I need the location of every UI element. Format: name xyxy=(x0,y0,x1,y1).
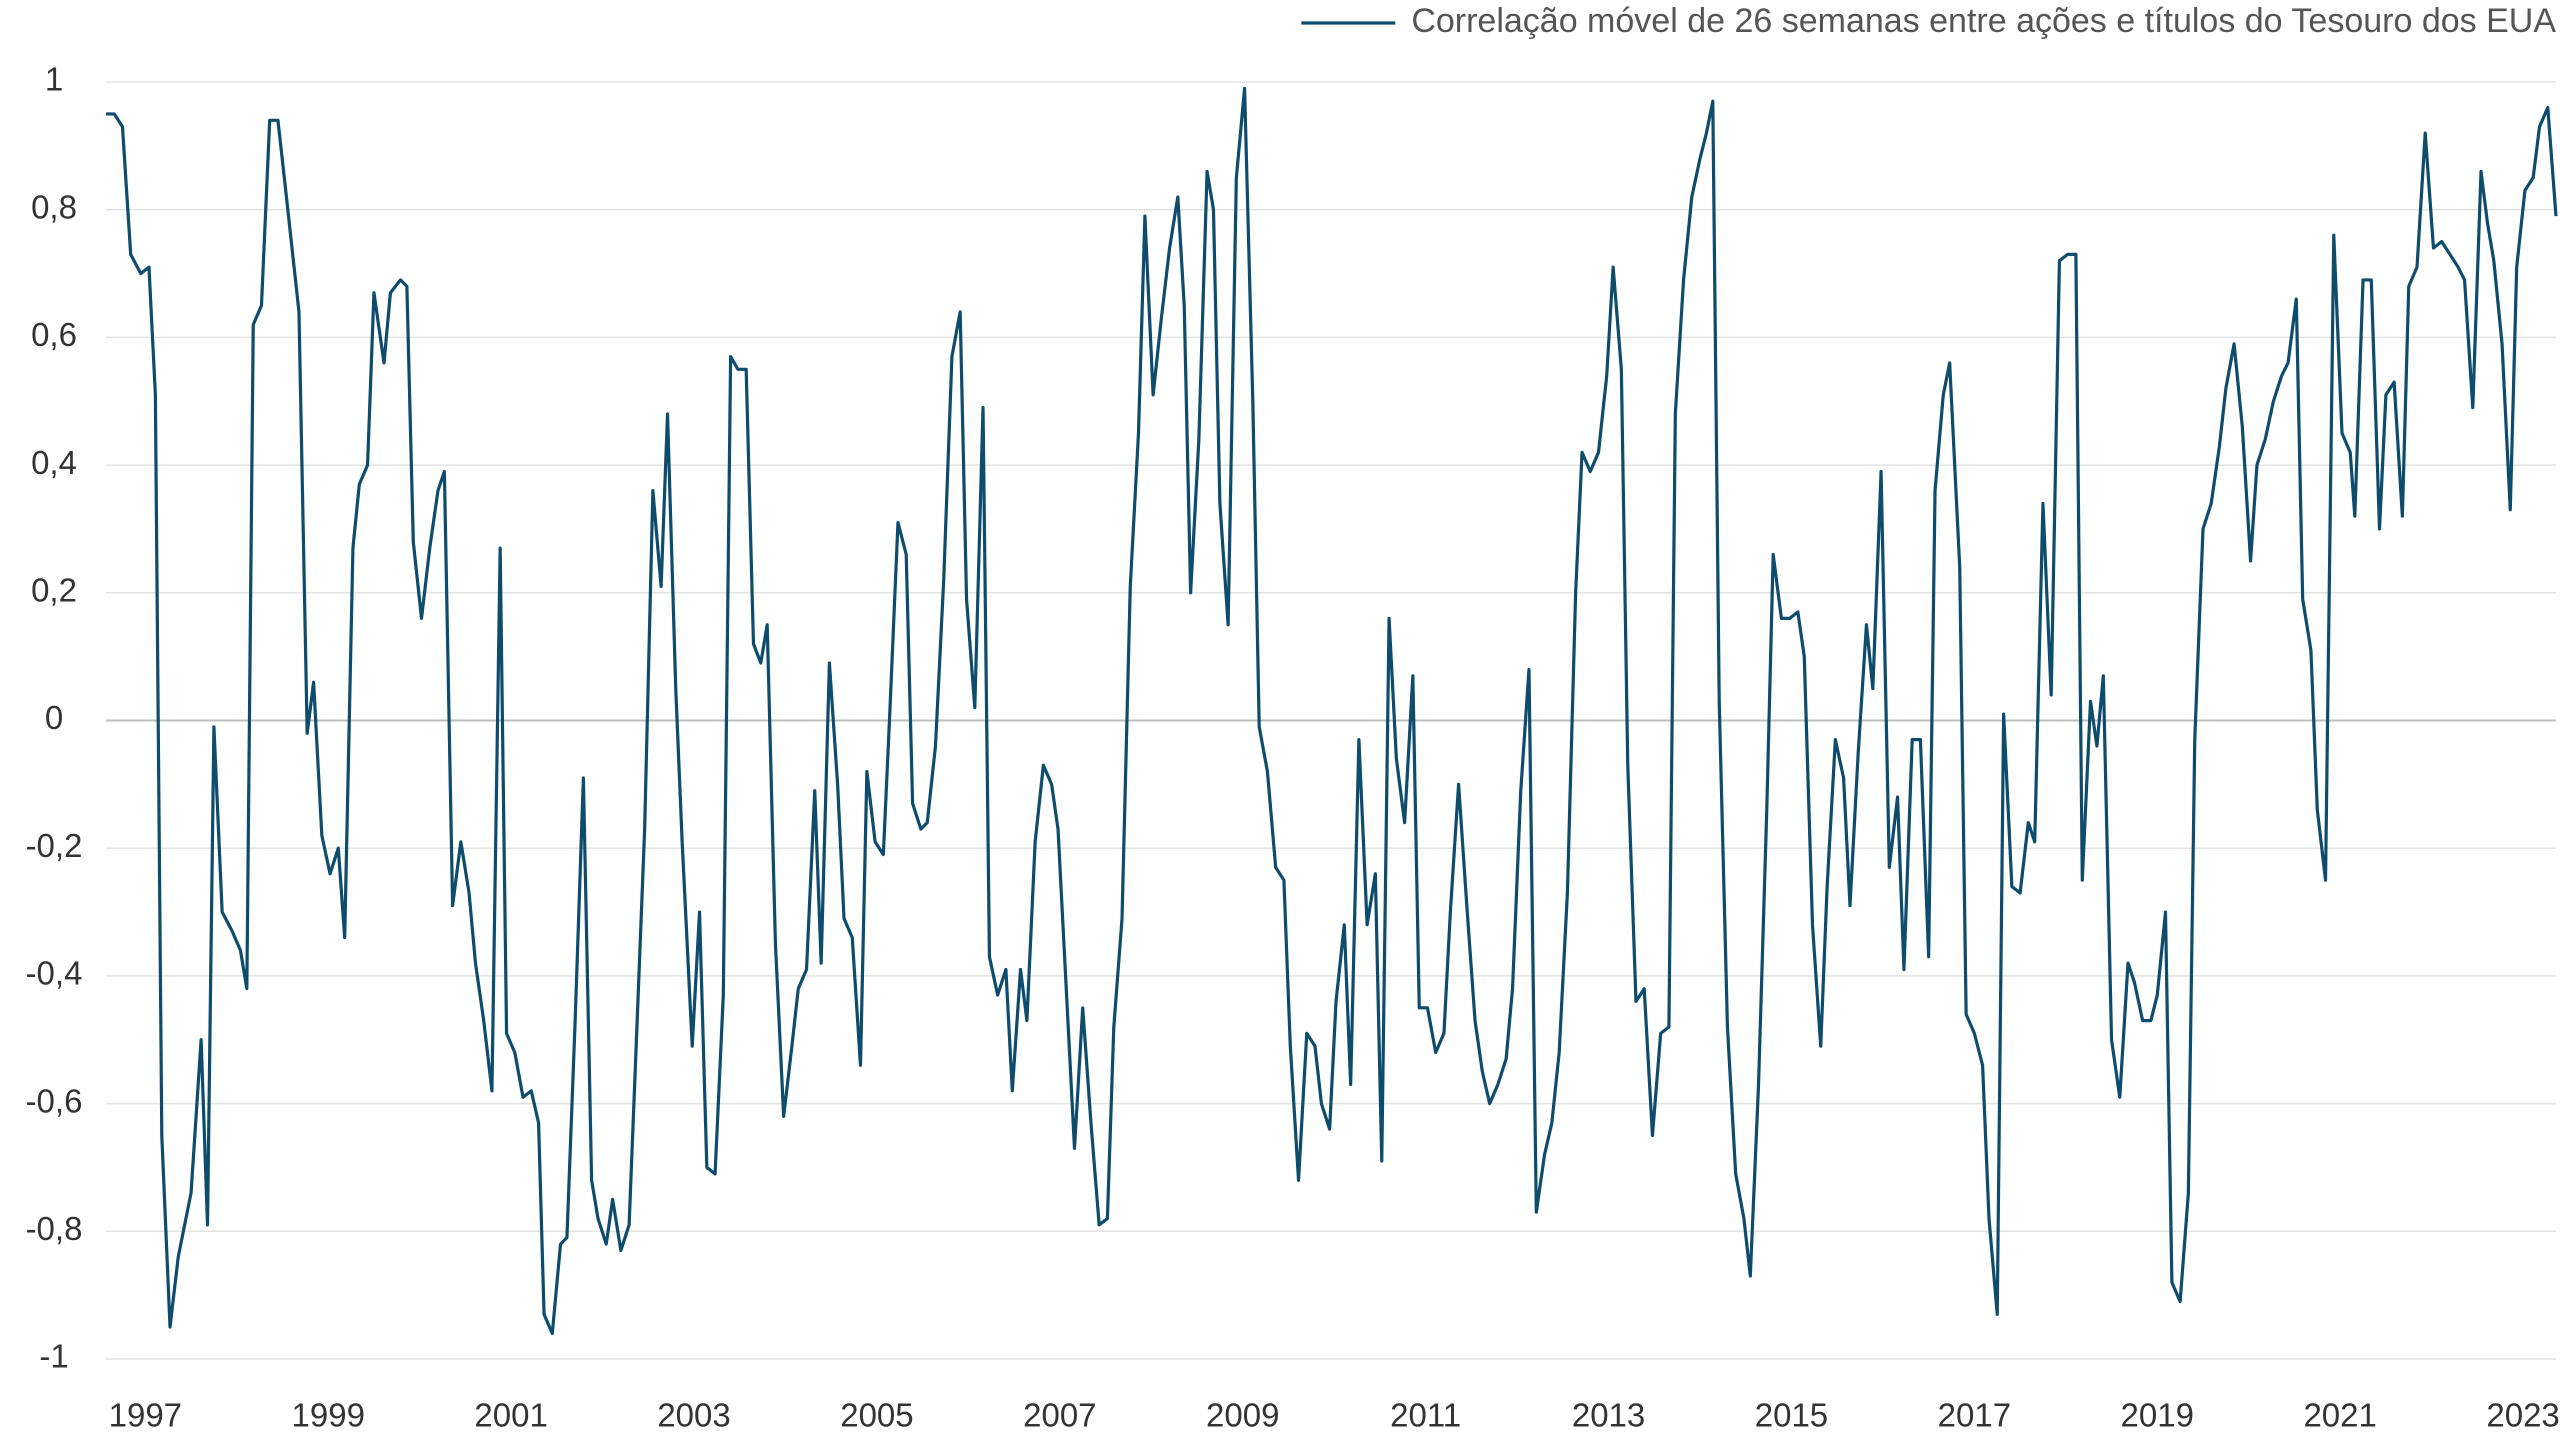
y-tick-label: -0,4 xyxy=(26,955,83,992)
x-tick-label: 2015 xyxy=(1755,1397,1828,1434)
x-tick-label: 2019 xyxy=(2121,1397,2194,1434)
y-tick-label: -0,2 xyxy=(26,827,83,864)
x-tick-label: 2003 xyxy=(657,1397,730,1434)
y-tick-label: 0,4 xyxy=(31,444,77,481)
x-tick-label: 2013 xyxy=(1572,1397,1645,1434)
x-tick-label: 1997 xyxy=(109,1397,182,1434)
y-tick-label: -1 xyxy=(39,1338,68,1375)
x-tick-label: 2001 xyxy=(474,1397,547,1434)
legend-label: Correlação móvel de 26 semanas entre açõ… xyxy=(1411,2,2556,40)
x-tick-label: 2011 xyxy=(1390,1397,1461,1434)
y-tick-label: -0,6 xyxy=(26,1082,83,1119)
x-tick-label: 2021 xyxy=(2303,1397,2376,1434)
x-tick-label: 1999 xyxy=(292,1397,365,1434)
y-tick-label: 1 xyxy=(45,61,63,98)
x-tick-label: 2007 xyxy=(1023,1397,1096,1434)
y-tick-label: 0,8 xyxy=(31,188,77,225)
y-tick-label: 0 xyxy=(45,699,63,736)
y-tick-label: -0,8 xyxy=(26,1210,83,1247)
series-line xyxy=(106,86,2558,1336)
x-tick-label: 2005 xyxy=(840,1397,913,1434)
x-tick-label: 2023 xyxy=(2486,1397,2559,1434)
y-tick-label: 0,6 xyxy=(31,316,77,353)
y-tick-label: 0,2 xyxy=(31,572,77,609)
x-tick-label: 2009 xyxy=(1206,1397,1279,1434)
x-tick-label: 2017 xyxy=(1938,1397,2011,1434)
